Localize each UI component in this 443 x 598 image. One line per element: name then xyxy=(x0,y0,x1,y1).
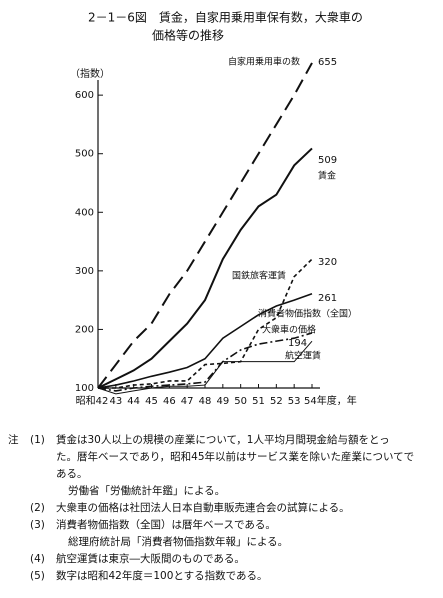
end-value-label: 509 xyxy=(318,155,337,166)
x-tick-label: 47 xyxy=(181,396,194,407)
x-tick-label: 52 xyxy=(270,396,283,407)
note-text: 航空運賃は東京―大阪間のものである。 xyxy=(56,552,245,565)
note-mark: (1) xyxy=(30,434,45,446)
end-value-label: 320 xyxy=(318,257,337,268)
note-text: 賃金は30人以上の規模の産業について，1人平均月間現金給与額をとっ xyxy=(56,433,390,446)
y-tick-label: 600 xyxy=(75,90,94,101)
x-tick-label: 昭和42 xyxy=(76,395,109,407)
y-tick-label: 500 xyxy=(75,149,94,160)
chart-title: 2－1－6図 賃金，自家用乗用車保有数，大衆車の xyxy=(88,10,363,25)
note-text: ある。 xyxy=(56,468,88,480)
note-mark: (2) xyxy=(30,502,45,514)
x-tick-label: 50 xyxy=(234,396,247,407)
note-text: 労働省「労働統計年鑑」による。 xyxy=(68,484,225,497)
y-tick-label: 300 xyxy=(75,266,94,277)
series-label: 航空運賃 xyxy=(285,350,321,362)
x-tick-label: 54年度，年 xyxy=(304,394,357,407)
y-axis-label: （指数） xyxy=(70,67,110,80)
x-tick-label: 51 xyxy=(252,396,265,407)
y-tick-label: 200 xyxy=(75,324,94,335)
x-tick-label: 49 xyxy=(216,396,229,407)
series-label: 賃金 xyxy=(318,170,336,182)
x-tick-label: 44 xyxy=(127,396,140,407)
series-line xyxy=(98,258,313,389)
y-tick-label: 100 xyxy=(75,383,94,394)
x-tick-label: 45 xyxy=(145,396,158,407)
y-tick-label: 400 xyxy=(75,207,94,218)
end-value-label: 655 xyxy=(318,57,337,68)
series-label: 消費者物価指数（全国） xyxy=(258,308,357,320)
series-label: 自家用乗用車の数 xyxy=(228,56,300,68)
x-tick-label: 43 xyxy=(109,396,122,407)
end-value-label: 261 xyxy=(318,293,337,304)
series-label: 国鉄旅客運賃 xyxy=(232,270,286,282)
x-tick-label: 53 xyxy=(288,396,301,407)
note-text: 総理府統計局「消費者物価指数年報」による。 xyxy=(68,535,288,548)
note-text: た。暦年ベースであり，昭和45年以前はサービス業を除いた産業についてで xyxy=(56,450,414,463)
x-tick-label: 48 xyxy=(199,396,212,407)
note-mark: (5) xyxy=(30,570,45,582)
series-line xyxy=(97,292,313,389)
end-value-label: 194 xyxy=(288,338,307,349)
note-mark: (3) xyxy=(30,519,45,531)
series-label: 大衆車の価格 xyxy=(262,324,316,336)
series-line xyxy=(97,332,313,392)
note-text: 大衆車の価格は社団法人日本自動車販売連合会の試算による。 xyxy=(56,501,350,514)
notes-head: 注 xyxy=(8,433,19,446)
series-line xyxy=(97,147,313,389)
chart-subtitle: 価格等の推移 xyxy=(152,28,224,43)
note-text: 消費者物価指数（全国）は暦年ベースである。 xyxy=(56,518,276,531)
note-text: 数字は昭和42年度＝100とする指数である。 xyxy=(56,569,267,582)
series-line xyxy=(97,340,313,395)
x-tick-label: 46 xyxy=(163,396,176,407)
note-mark: (4) xyxy=(30,553,45,565)
series-line xyxy=(97,62,313,389)
